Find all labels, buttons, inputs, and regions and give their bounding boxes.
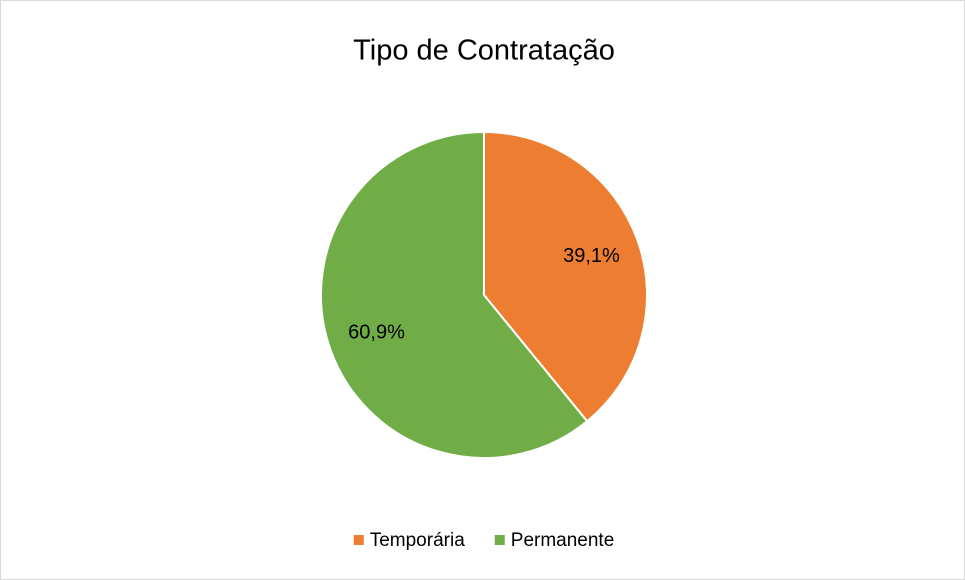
pie-slice	[483, 130, 648, 423]
legend-label: Temporária	[370, 530, 465, 551]
legend-swatch	[494, 535, 505, 545]
legend-swatch	[353, 535, 364, 545]
pie-slice	[320, 130, 589, 459]
chart-title: Tipo de Contratação	[353, 35, 615, 67]
data-label: 60,9%	[348, 322, 405, 344]
legend-label: Permanente	[511, 530, 615, 551]
data-label: 39,1%	[563, 245, 620, 267]
